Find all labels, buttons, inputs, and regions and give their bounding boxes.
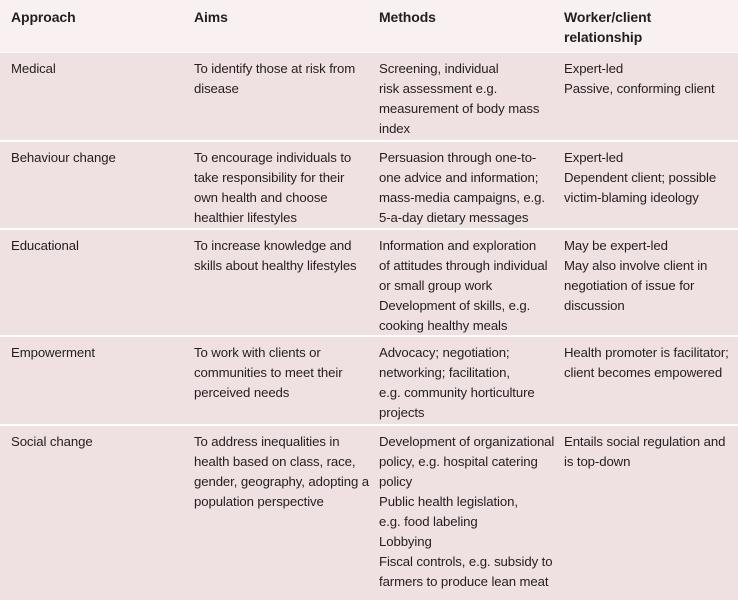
cell-relationship: Expert-led Passive, conforming client	[553, 53, 738, 140]
cell-line: To encourage individuals to	[194, 150, 352, 165]
cell-line: e.g. community horticulture	[379, 385, 535, 400]
header-aims-label: Aims	[194, 9, 228, 25]
cell-line: cooking healthy meals	[379, 318, 508, 333]
cell-line: Expert-led	[564, 61, 624, 76]
header-relationship: Worker/client relationship	[553, 0, 738, 52]
cell-line: index	[379, 121, 411, 136]
cell-line: Fiscal controls, e.g. subsidy to	[379, 554, 553, 569]
cell-line: Advocacy; negotiation;	[379, 345, 510, 360]
cell-line: May be expert-led	[564, 238, 668, 253]
cell-line: gender, geography, adopting a	[194, 474, 370, 489]
cell-relationship: Expert-led Dependent client; possible vi…	[553, 142, 738, 228]
header-approach: Approach	[0, 0, 183, 52]
cell-line: projects	[379, 405, 425, 420]
cell-line: own health and choose	[194, 190, 328, 205]
cell-approach: Empowerment	[0, 337, 183, 424]
cell-line: victim-blaming ideology	[564, 190, 699, 205]
cell-line: To work with clients or	[194, 345, 321, 360]
table-row: Medical To identify those at risk from d…	[0, 53, 738, 142]
cell-relationship: Entails social regulation and is top-dow…	[553, 426, 738, 599]
table-row: Empowerment To work with clients or comm…	[0, 337, 738, 426]
table-row: Social change To address inequalities in…	[0, 426, 738, 599]
cell-approach: Social change	[0, 426, 183, 599]
cell-line: farmers to produce lean meat	[379, 574, 549, 589]
cell-methods: Screening, individual risk assessment e.…	[368, 53, 553, 140]
cell-line: skills about healthy lifestyles	[194, 258, 357, 273]
cell-methods: Advocacy; negotiation; networking; facil…	[368, 337, 553, 424]
cell-line: To identify those at risk from	[194, 61, 356, 76]
cell-line: measurement of body mass	[379, 101, 540, 116]
cell-line: population perspective	[194, 494, 324, 509]
cell-line: Public health legislation,	[379, 494, 518, 509]
cell-relationship: Health promoter is facilitator; client b…	[553, 337, 738, 424]
cell-line: discussion	[564, 298, 625, 313]
cell-line: of attitudes through individual	[379, 258, 548, 273]
cell-line: To address inequalities in	[194, 434, 340, 449]
cell-methods: Information and exploration of attitudes…	[368, 230, 553, 335]
cell-line: Screening, individual	[379, 61, 499, 76]
cell-methods: Persuasion through one-to- one advice an…	[368, 142, 553, 228]
cell-line: networking; facilitation,	[379, 365, 510, 380]
cell-aims: To increase knowledge and skills about h…	[183, 230, 368, 335]
cell-aims: To address inequalities in health based …	[183, 426, 370, 599]
cell-line: Passive, conforming client	[564, 81, 715, 96]
cell-line: Empowerment	[11, 345, 95, 360]
cell-approach: Educational	[0, 230, 183, 335]
header-methods-label: Methods	[379, 9, 436, 25]
cell-line: Dependent client; possible	[564, 170, 717, 185]
cell-line: Lobbying	[379, 534, 432, 549]
table-row: Educational To increase knowledge and sk…	[0, 230, 738, 337]
cell-methods: Development of organizational policy, e.…	[368, 426, 555, 599]
cell-line: health based on class, race,	[194, 454, 356, 469]
cell-line: or small group work	[379, 278, 493, 293]
table-row: Behaviour change To encourage individual…	[0, 142, 738, 230]
cell-line: Educational	[11, 238, 79, 253]
header-methods: Methods	[368, 0, 553, 52]
cell-line: Medical	[11, 61, 56, 76]
cell-line: Entails social regulation and	[564, 434, 726, 449]
cell-line: policy, e.g. hospital catering	[379, 454, 538, 469]
cell-line: disease	[194, 81, 239, 96]
header-relationship-label-line2: relationship	[564, 29, 643, 45]
cell-line: Information and exploration	[379, 238, 537, 253]
cell-line: Behaviour change	[11, 150, 116, 165]
cell-line: Development of organizational	[379, 434, 555, 449]
cell-line: e.g. food labeling	[379, 514, 478, 529]
cell-approach: Medical	[0, 53, 183, 140]
cell-line: communities to meet their	[194, 365, 343, 380]
cell-line: Social change	[11, 434, 93, 449]
header-relationship-label-line1: Worker/client	[564, 9, 652, 25]
cell-line: policy	[379, 474, 413, 489]
cell-line: Expert-led	[564, 150, 624, 165]
cell-aims: To identify those at risk from disease	[183, 53, 368, 140]
cell-line: healthier lifestyles	[194, 210, 297, 225]
cell-line: 5-a-day dietary messages	[379, 210, 529, 225]
table-header: Approach Aims Methods Worker/client rela…	[0, 0, 738, 53]
cell-line: one advice and information;	[379, 170, 539, 185]
cell-line: negotiation of issue for	[564, 278, 695, 293]
header-approach-label: Approach	[11, 9, 76, 25]
header-aims: Aims	[183, 0, 368, 52]
cell-line: is top-down	[564, 454, 631, 469]
cell-line: Persuasion through one-to-	[379, 150, 537, 165]
cell-aims: To work with clients or communities to m…	[183, 337, 368, 424]
cell-line: perceived needs	[194, 385, 290, 400]
cell-line: client becomes empowered	[564, 365, 723, 380]
cell-aims: To encourage individuals to take respons…	[183, 142, 368, 228]
cell-line: mass-media campaigns, e.g.	[379, 190, 545, 205]
cell-line: risk assessment e.g.	[379, 81, 498, 96]
cell-approach: Behaviour change	[0, 142, 183, 228]
cell-line: Health promoter is facilitator;	[564, 345, 729, 360]
cell-line: May also involve client in	[564, 258, 708, 273]
cell-line: take responsibility for their	[194, 170, 345, 185]
cell-relationship: May be expert-led May also involve clien…	[553, 230, 738, 335]
cell-line: To increase knowledge and	[194, 238, 352, 253]
cell-line: Development of skills, e.g.	[379, 298, 531, 313]
